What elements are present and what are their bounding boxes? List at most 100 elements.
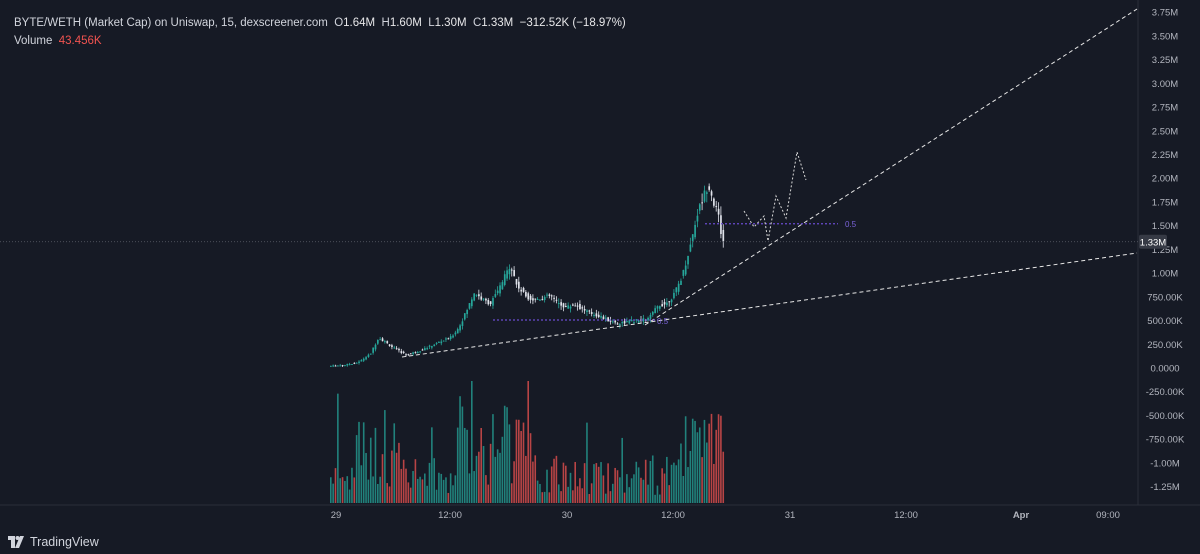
candle-body (684, 265, 687, 275)
brand-label: TradingView (30, 535, 99, 549)
volume-bar (696, 432, 699, 503)
time-axis[interactable]: 29 12:00 30 12:00 31 12:00 Apr 09:00 (331, 510, 1120, 521)
volume-bar (557, 484, 560, 503)
high-label: H (381, 17, 390, 29)
candle-body (595, 313, 598, 317)
candle-body (635, 319, 638, 321)
candle-body (612, 321, 614, 323)
candle-body (339, 365, 342, 367)
volume-bar (644, 459, 647, 503)
candle-body (435, 342, 438, 344)
candle-body (546, 294, 548, 296)
candle-body (649, 314, 652, 319)
volume-bar (348, 489, 351, 503)
volume-bar (398, 442, 400, 503)
tradingview-logo[interactable]: TradingView (8, 535, 99, 549)
fib-lower-label: 0.5 (657, 317, 669, 326)
volume-label[interactable]: Volume (14, 35, 53, 47)
volume-bar (609, 491, 612, 503)
drawings[interactable]: 0.5 0.5 (401, 8, 1138, 358)
volume-bar (651, 455, 654, 503)
volume-bar (358, 421, 360, 503)
price-chart[interactable]: 3.75M 3.50M 3.25M 3.00M 2.75M 2.50M 2.25M 2.00M… (0, 0, 1200, 530)
candle-body (574, 305, 577, 307)
candle-body (637, 320, 640, 323)
volume-bar (503, 405, 506, 503)
volume-bar (440, 473, 443, 503)
candle-body (518, 281, 520, 289)
volume-bar (330, 477, 332, 503)
candle-body (713, 198, 715, 206)
candle-body (668, 301, 671, 303)
candle-body (440, 341, 443, 344)
candle-body (720, 215, 722, 234)
volume-bar (353, 477, 356, 503)
price-tick-label: -1.00M (1150, 458, 1180, 469)
volume-bar (710, 413, 713, 503)
volume-bar (698, 427, 701, 503)
symbol-title[interactable]: BYTE/WETH (Market Cap) on Uniswap, 15, d… (14, 17, 328, 29)
low-value: 1.30M (434, 17, 467, 29)
price-tick-label: 1.75M (1152, 197, 1178, 208)
volume-bar (593, 464, 595, 503)
candle-body (461, 321, 464, 326)
volume-bar (539, 483, 541, 503)
volume-bar (492, 414, 494, 503)
last-price-label: 1.33M (1140, 237, 1166, 248)
price-tick-label: 3.25M (1152, 55, 1178, 66)
candle-body (661, 304, 664, 307)
time-tick-label: 12:00 (438, 510, 462, 521)
volume-bar (506, 407, 508, 503)
volume-bar (405, 468, 407, 503)
candle-body (421, 349, 424, 351)
volume-bar (515, 419, 518, 503)
price-tick-label: 2.50M (1152, 126, 1178, 137)
candle-body (501, 282, 504, 290)
candle-body (468, 303, 471, 309)
candle-body (694, 224, 696, 238)
candle-body (377, 340, 379, 344)
candle-body (534, 298, 537, 300)
candle-body (428, 345, 431, 347)
candle-body (367, 354, 370, 357)
candle-body (407, 354, 410, 356)
candle-body (381, 338, 384, 342)
volume-bar (463, 427, 466, 503)
candle-body (487, 299, 490, 305)
candle-body (666, 302, 668, 306)
volume-bar (520, 430, 522, 503)
candle-body (616, 323, 619, 325)
candles (330, 183, 725, 368)
volume-bar (471, 381, 473, 503)
candle-body (330, 365, 332, 367)
volume-bar (412, 471, 414, 503)
volume-bar (475, 455, 478, 503)
time-tick-label: 31 (785, 510, 796, 521)
price-tick-label: 3.00M (1152, 79, 1178, 90)
volume-bar (346, 476, 349, 503)
footer: TradingView (0, 530, 1200, 554)
volume-bar (661, 468, 663, 503)
price-tick-label: 2.00M (1152, 174, 1178, 185)
price-tick-label: 2.25M (1152, 150, 1178, 161)
volume-bar (518, 419, 520, 503)
candle-body (362, 358, 365, 361)
candle-body (621, 321, 624, 324)
candle-body (510, 269, 513, 271)
volume-bar (496, 449, 499, 503)
volume-bar (612, 483, 614, 503)
last-price-line: 1.33M (0, 234, 1167, 249)
volume-bar (668, 485, 670, 503)
candle-body (454, 332, 457, 335)
volume-bar (626, 474, 628, 503)
volume-bar (344, 480, 346, 503)
price-axis[interactable]: 3.75M 3.50M 3.25M 3.00M 2.75M 2.50M 2.25M 2.00M… (1146, 8, 1185, 494)
candle-body (687, 255, 689, 265)
candle-body (395, 348, 398, 350)
candle-body (372, 347, 374, 353)
volume-bar (489, 443, 492, 503)
candle-body (365, 357, 367, 360)
volume-bar (654, 494, 656, 503)
volume-bar (583, 463, 586, 503)
candle-body (654, 308, 656, 314)
